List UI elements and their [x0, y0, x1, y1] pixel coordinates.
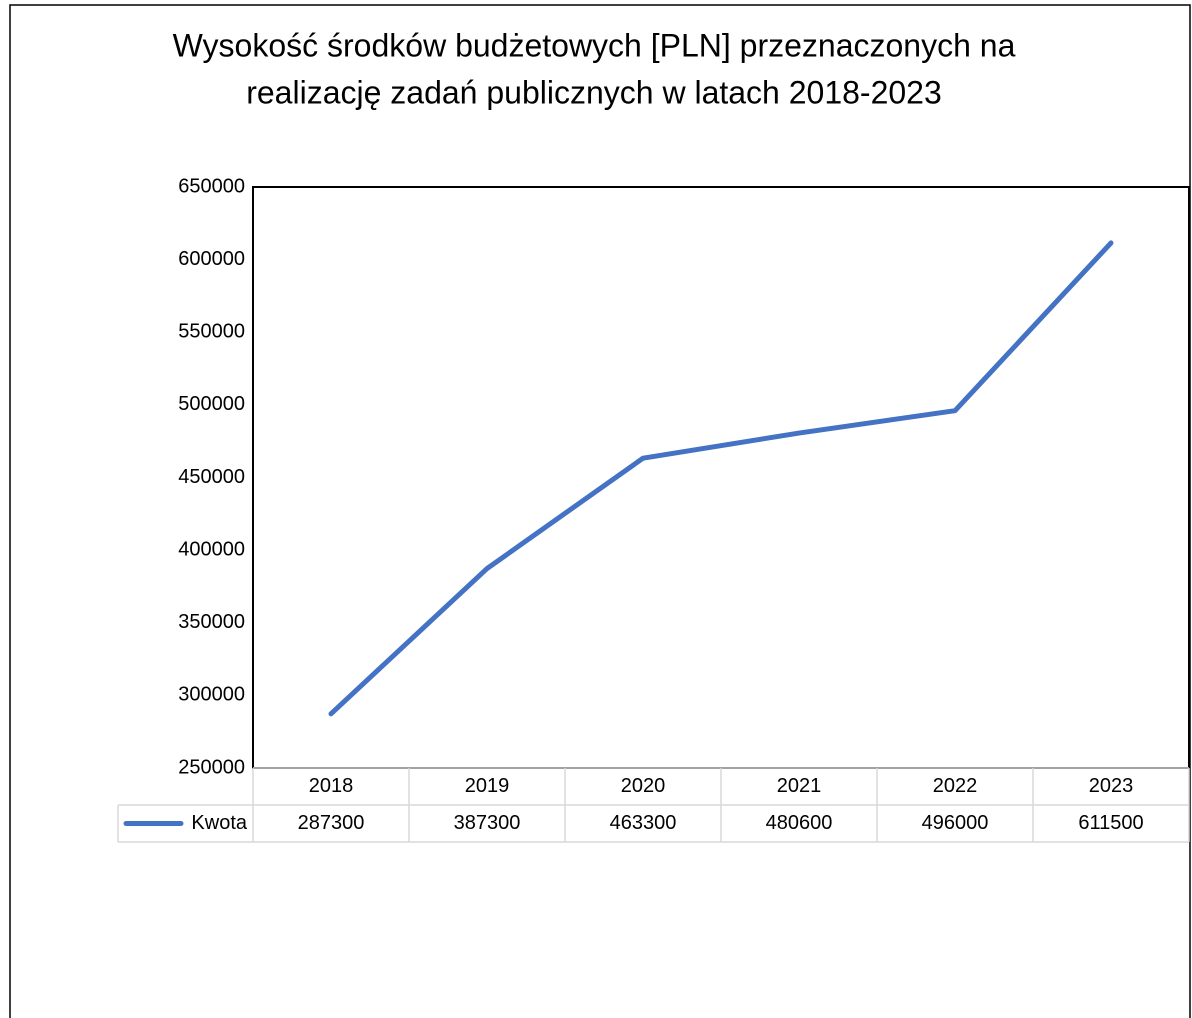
y-tick-label: 650000: [178, 175, 245, 197]
x-tick-label: 2020: [621, 775, 666, 797]
y-tick-label: 450000: [178, 466, 245, 488]
table-value: 611500: [1078, 812, 1143, 834]
x-tick-label: 2018: [309, 775, 354, 797]
chart-title: realizację zadań publicznych w latach 20…: [246, 74, 942, 110]
table-value: 480600: [766, 812, 833, 834]
table-value: 287300: [298, 812, 365, 834]
x-tick-label: 2021: [777, 775, 822, 797]
x-tick-label: 2023: [1089, 775, 1134, 797]
legend-label: Kwota: [191, 812, 247, 834]
y-tick-label: 250000: [178, 756, 245, 778]
chart-title: Wysokość środków budżetowych [PLN] przez…: [173, 27, 1016, 63]
x-tick-label: 2022: [933, 775, 978, 797]
data-line: [328, 240, 1114, 717]
y-tick-label: 550000: [178, 321, 245, 343]
table-value: 463300: [610, 812, 677, 834]
y-tick-label: 500000: [178, 393, 245, 415]
table-value: 496000: [922, 812, 989, 834]
y-tick-label: 300000: [178, 684, 245, 706]
y-tick-label: 350000: [178, 611, 245, 633]
y-tick-label: 600000: [178, 248, 245, 270]
y-tick-label: 400000: [178, 538, 245, 560]
x-tick-label: 2019: [465, 775, 510, 797]
chart-frame: [9, 4, 1191, 1018]
table-value: 387300: [454, 812, 521, 834]
